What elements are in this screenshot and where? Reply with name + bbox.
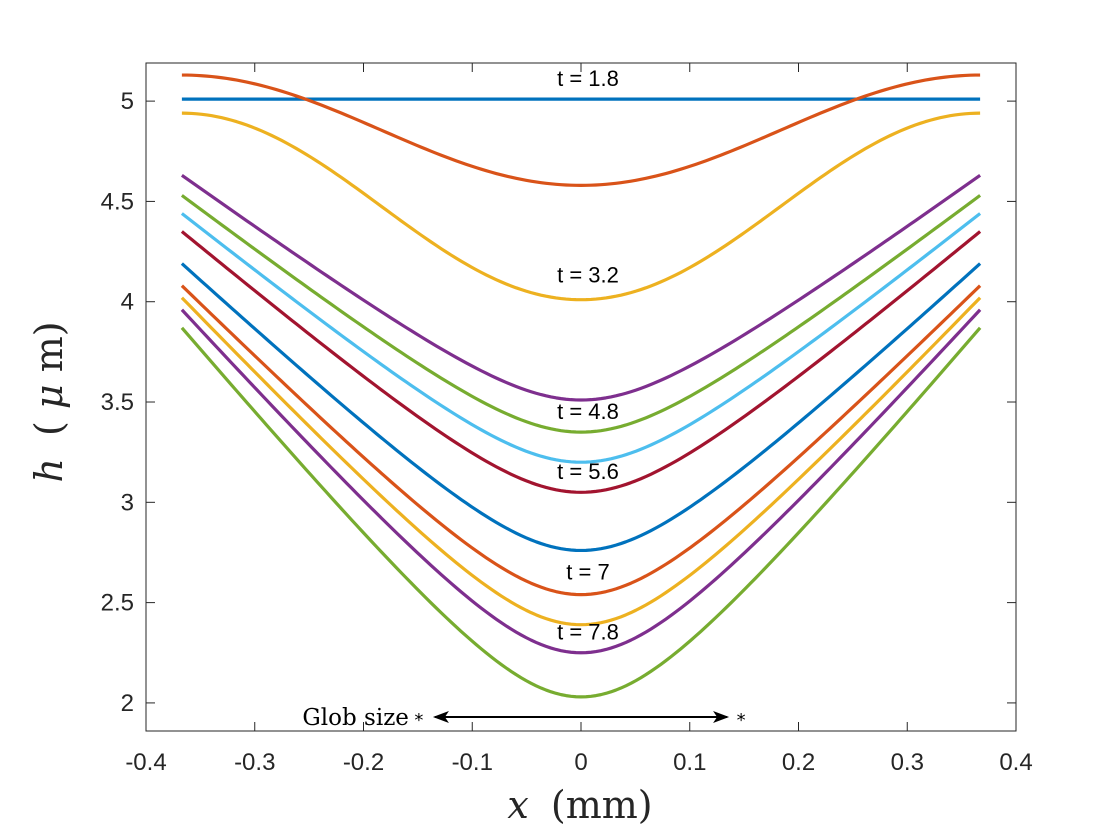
x-tick-label: -0.4 bbox=[125, 749, 166, 776]
curve-label-5: t = 7 bbox=[566, 560, 609, 585]
curve-labels: t = 1.8 t = 3.2 t = 4.8 t = 5.6 t = 7 t = 7.8 bbox=[557, 66, 619, 645]
axes bbox=[145, 62, 1017, 732]
curve-5 bbox=[180, 194, 982, 434]
y-tick-label: 2 bbox=[121, 690, 134, 717]
x-axis-unit: (mm) bbox=[551, 783, 653, 827]
y-axis-unit-rest: m) bbox=[27, 321, 71, 372]
x-tick-label: 0 bbox=[574, 749, 587, 776]
y-tick-label: 4.5 bbox=[101, 188, 134, 215]
curve-label-2: t = 3.2 bbox=[557, 263, 619, 288]
y-tick-label: 3 bbox=[121, 489, 134, 516]
x-axis-label: x (mm) bbox=[507, 783, 652, 827]
y-axis-var: h bbox=[27, 458, 71, 482]
curves bbox=[180, 73, 982, 699]
x-tick-label: 0.3 bbox=[891, 749, 924, 776]
y-axis-unit-open: ( bbox=[27, 421, 71, 436]
glob-size-marker-2: * bbox=[737, 710, 746, 731]
y-tick-label: 3.5 bbox=[101, 389, 134, 416]
curve-10 bbox=[180, 296, 982, 627]
y-axis-label: h ( μ m) bbox=[27, 321, 71, 482]
tick-labels: -0.4 -0.3 -0.2 -0.1 0 0.1 0.2 0.3 0.4 2 2.5 3 3.5 4 4.… bbox=[101, 88, 1033, 776]
glob-size-label: Glob size bbox=[302, 705, 409, 731]
x-tick-label: 0.1 bbox=[673, 749, 706, 776]
y-tick-label: 4 bbox=[121, 289, 134, 316]
glob-size-arrowhead-right bbox=[713, 710, 730, 723]
curve-label-1: t = 1.8 bbox=[557, 66, 619, 91]
glob-size-annotation: Glob size * * bbox=[302, 705, 745, 731]
curve-9 bbox=[180, 284, 982, 597]
curve-12 bbox=[180, 326, 982, 699]
x-axis-var: x bbox=[507, 783, 528, 827]
y-tick-label: 5 bbox=[121, 88, 134, 115]
plot-area bbox=[146, 63, 1016, 731]
glob-size-arrowhead-left bbox=[432, 710, 449, 723]
curve-11 bbox=[180, 308, 982, 655]
y-axis-unit-mu: μ bbox=[27, 384, 71, 409]
curve-7 bbox=[180, 230, 982, 494]
x-tick-label: -0.2 bbox=[343, 749, 384, 776]
x-tick-label: -0.3 bbox=[234, 749, 275, 776]
x-tick-label: 0.4 bbox=[999, 749, 1032, 776]
curve-6 bbox=[180, 212, 982, 464]
x-tick-label: 0.2 bbox=[782, 749, 815, 776]
curve-label-3: t = 4.8 bbox=[557, 399, 619, 424]
curve-2 bbox=[181, 73, 981, 187]
curve-4 bbox=[180, 174, 982, 402]
glob-size-marker-1: * bbox=[414, 710, 423, 731]
curve-3 bbox=[181, 111, 981, 302]
x-tick-label: -0.1 bbox=[452, 749, 493, 776]
curve-label-6: t = 7.8 bbox=[557, 620, 619, 645]
curve-label-4: t = 5.6 bbox=[557, 459, 619, 484]
curve-8 bbox=[180, 262, 982, 553]
y-tick-label: 2.5 bbox=[101, 590, 134, 617]
